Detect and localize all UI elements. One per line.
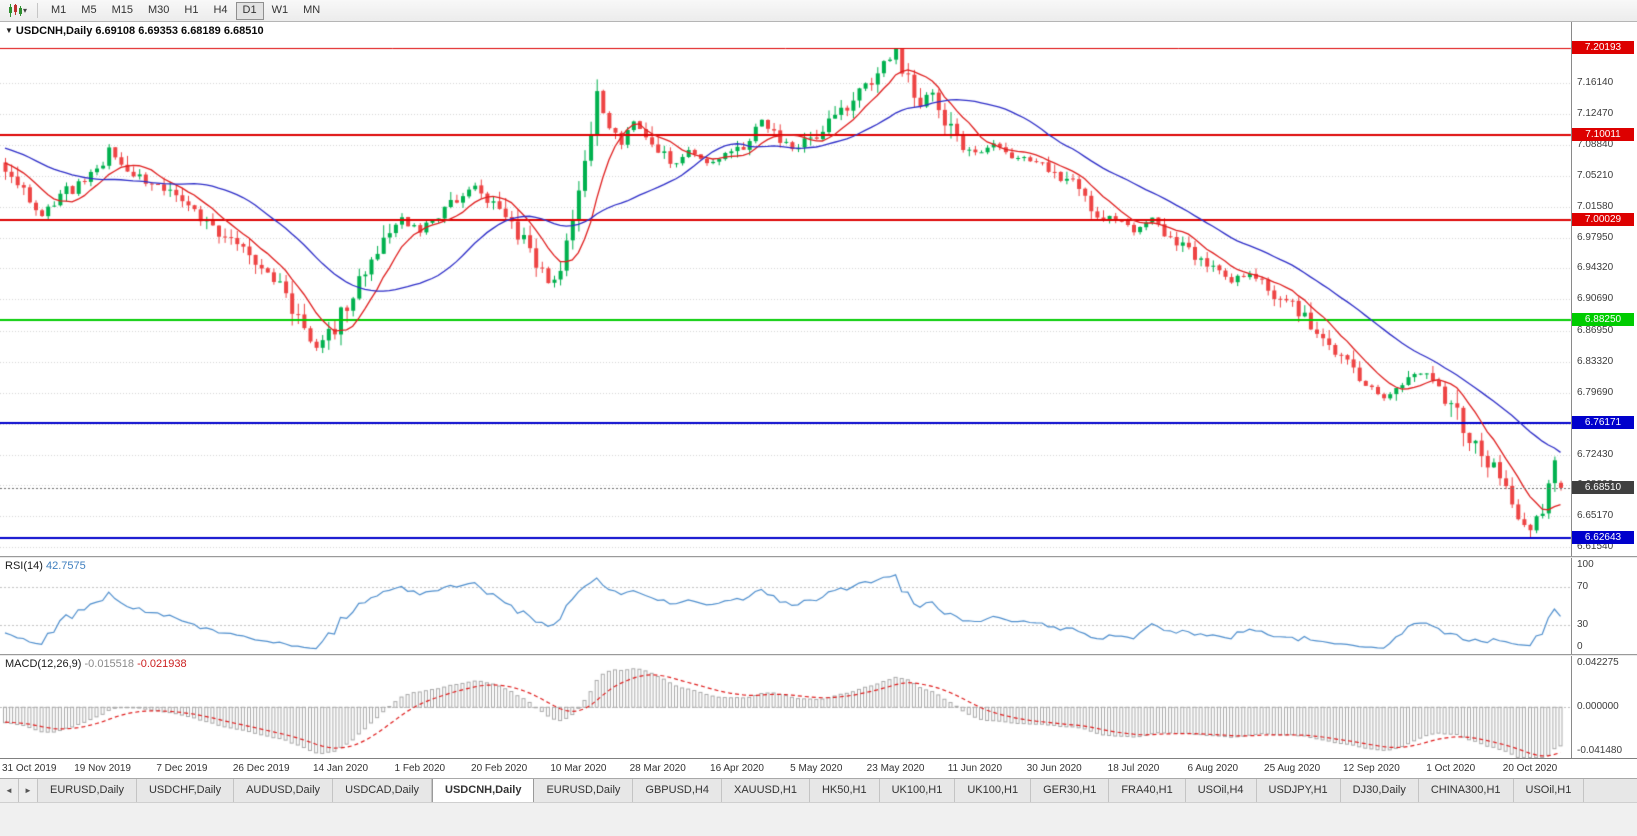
tab-scroll-left-button[interactable]: ◄: [0, 779, 19, 802]
time-axis: 31 Oct 2019 19 Nov 2019 7 Dec 2019 26 Dec 2…: [0, 758, 1637, 778]
time-axis-label: 6 Aug 2020: [1187, 763, 1239, 774]
time-axis-label: 16 Apr 2020: [710, 763, 764, 774]
time-axis-label: 12 Sep 2020: [1343, 763, 1400, 774]
chart-tab-fra40-h1[interactable]: FRA40,H1: [1109, 779, 1186, 802]
time-axis-label: 20 Oct 2020: [1502, 763, 1558, 774]
timeframe-button-h4[interactable]: H4: [206, 2, 234, 20]
chart-tab-gbpusd-h4[interactable]: GBPUSD,H4: [633, 779, 722, 802]
timeframe-button-m5[interactable]: M5: [74, 2, 103, 20]
chart-tab-china300-h1[interactable]: CHINA300,H1: [1419, 779, 1514, 802]
toolbar-separator: [37, 3, 39, 18]
tab-scroll-right-button[interactable]: ►: [19, 779, 38, 802]
timeframe-button-d1[interactable]: D1: [235, 1, 264, 20]
chart-area: ▼ USDCNH,Daily 6.69108 6.69353 6.68189 6.…: [0, 22, 1637, 758]
timeframe-button-w1[interactable]: W1: [265, 2, 296, 20]
timeframe-buttons: M1 M5 M15 M30 H1 H4 D1 W1 MN: [44, 1, 327, 20]
chart-tab-usoil-h4[interactable]: USOil,H4: [1186, 779, 1257, 802]
chart-tab-bar: ◄ ► EURUSD,Daily USDCHF,Daily AUDUSD,Daily…: [0, 778, 1637, 802]
chart-tab-eurusd-daily[interactable]: EURUSD,Daily: [38, 779, 137, 802]
chart-tab-audusd-daily[interactable]: AUDUSD,Daily: [234, 779, 334, 802]
chart-tab-dj30-daily[interactable]: DJ30,Daily: [1341, 779, 1419, 802]
chart-tab-usoil-h1[interactable]: USOil,H1: [1514, 779, 1585, 802]
time-axis-label: 19 Nov 2019: [74, 763, 131, 774]
chart-tab-uk100-h1[interactable]: UK100,H1: [955, 779, 1032, 802]
chart-tab-usdcnh-daily[interactable]: USDCNH,Daily: [432, 779, 535, 802]
chart-tab-uk100-h1[interactable]: UK100,H1: [880, 779, 956, 802]
time-axis-label: 1 Feb 2020: [394, 763, 446, 774]
timeframe-button-h1[interactable]: H1: [177, 2, 205, 20]
time-axis-label: 5 May 2020: [790, 763, 843, 774]
time-axis-label: 26 Dec 2019: [232, 763, 290, 774]
time-axis-label: 7 Dec 2019: [156, 763, 208, 774]
time-axis-label: 28 Mar 2020: [629, 763, 686, 774]
time-axis-label: 30 Jun 2020: [1026, 763, 1082, 774]
time-axis-label: 31 Oct 2019: [2, 763, 57, 774]
time-axis-label: 23 May 2020: [866, 763, 925, 774]
timeframe-toolbar: ▾ M1 M5 M15 M30 H1 H4 D1 W1 MN: [0, 0, 1637, 22]
time-axis-label: 14 Jan 2020: [312, 763, 369, 774]
time-axis-label: 18 Jul 2020: [1107, 763, 1160, 774]
chart-tab-eurusd-daily[interactable]: EURUSD,Daily: [534, 779, 634, 802]
chart-tab-usdjpy-h1[interactable]: USDJPY,H1: [1257, 779, 1341, 802]
chart-tab-usdcad-daily[interactable]: USDCAD,Daily: [333, 779, 433, 802]
time-axis-label: 11 Jun 2020: [947, 763, 1003, 774]
timeframe-button-m1[interactable]: M1: [44, 2, 73, 20]
status-bar: [0, 802, 1637, 836]
chart-tab-usdchf-daily[interactable]: USDCHF,Daily: [137, 779, 235, 802]
timeframe-button-m15[interactable]: M15: [105, 2, 140, 20]
time-axis-label: 20 Feb 2020: [471, 763, 528, 774]
timeframe-button-m30[interactable]: M30: [141, 2, 176, 20]
timeframe-button-mn[interactable]: MN: [296, 2, 327, 20]
chart-type-button[interactable]: ▾: [4, 2, 31, 20]
tab-strip: EURUSD,Daily USDCHF,Daily AUDUSD,Daily USDC…: [38, 779, 1585, 802]
chart-tab-xauusd-h1[interactable]: XAUUSD,H1: [722, 779, 810, 802]
chart-canvas[interactable]: [0, 22, 1637, 758]
time-axis-label: 25 Aug 2020: [1264, 763, 1321, 774]
chart-tab-ger30-h1[interactable]: GER30,H1: [1031, 779, 1110, 802]
chart-tab-hk50-h1[interactable]: HK50,H1: [810, 779, 880, 802]
dropdown-caret-icon: ▾: [23, 5, 28, 15]
candlestick-chart-icon: [9, 4, 22, 17]
time-axis-label: 10 Mar 2020: [550, 763, 607, 774]
time-axis-label: 1 Oct 2020: [1426, 763, 1476, 774]
